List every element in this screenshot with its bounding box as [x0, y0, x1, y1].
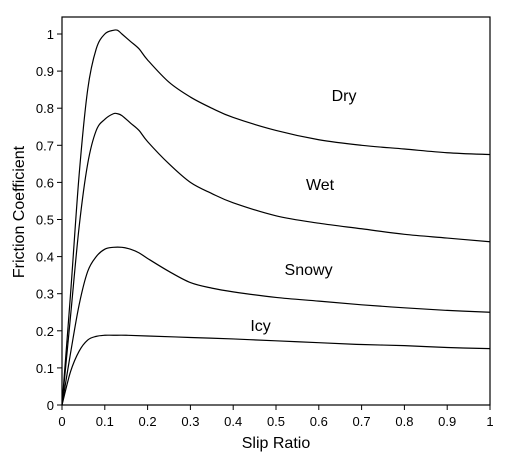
series-label-snowy: Snowy: [285, 262, 333, 279]
x-tick-label: 0.6: [310, 414, 328, 429]
series-line-dry: [61, 29, 491, 406]
x-tick-label: 0.3: [181, 414, 199, 429]
series-lines: [61, 29, 491, 406]
y-tick-label: 0.9: [36, 64, 54, 79]
x-tick-label: 0: [58, 414, 65, 429]
y-tick-label: 0.8: [36, 101, 54, 116]
y-tick-label: 1: [47, 27, 54, 42]
series-line-snowy: [61, 246, 491, 406]
series-line-icy: [61, 334, 491, 406]
y-axis-label: Friction Coefficient: [11, 145, 28, 278]
y-axis-ticks: 0 0.1 0.2 0.3 0.4 0.5 0.6 0.7 0.8 0.9 1: [36, 27, 62, 413]
series-label-wet: Wet: [306, 177, 335, 194]
x-tick-label: 0.1: [96, 414, 114, 429]
x-tick-label: 0.4: [224, 414, 242, 429]
y-tick-label: 0.7: [36, 138, 54, 153]
x-tick-label: 1: [486, 414, 493, 429]
y-tick-label: 0.2: [36, 324, 54, 339]
series-label-dry: Dry: [332, 88, 357, 105]
series-label-icy: Icy: [250, 318, 270, 335]
y-tick-label: 0.5: [36, 213, 54, 228]
x-tick-label: 0.7: [353, 414, 371, 429]
x-tick-label: 0.5: [267, 414, 285, 429]
x-tick-label: 0.9: [438, 414, 456, 429]
y-tick-label: 0: [47, 398, 54, 413]
x-axis-label: Slip Ratio: [242, 435, 311, 452]
y-tick-label: 0.3: [36, 287, 54, 302]
x-tick-label: 0.2: [139, 414, 157, 429]
series-labels: Dry Wet Snowy Icy: [250, 88, 356, 335]
y-tick-label: 0.4: [36, 250, 54, 265]
series-line-wet: [61, 112, 491, 406]
x-axis-ticks: 0 0.1 0.2 0.3 0.4 0.5 0.6 0.7 0.8 0.9 1: [58, 405, 494, 429]
x-tick-label: 0.8: [395, 414, 413, 429]
y-tick-label: 0.1: [36, 361, 54, 376]
y-tick-label: 0.6: [36, 175, 54, 190]
